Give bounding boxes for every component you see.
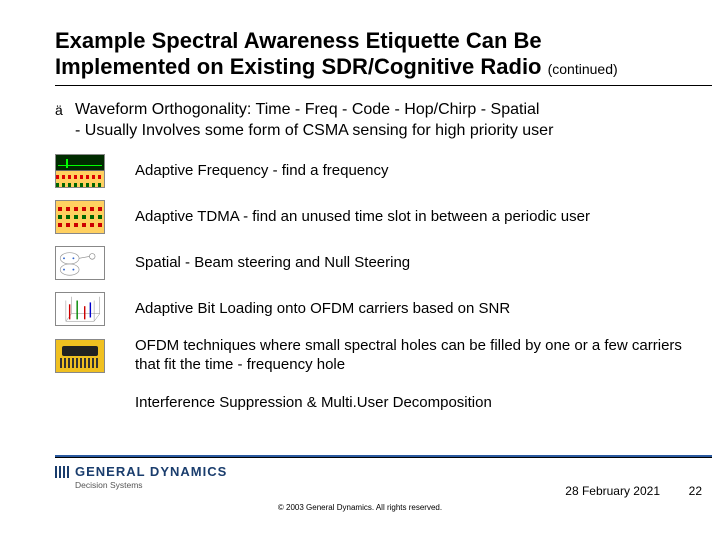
bullet-main: Waveform Orthogonality: Time - Freq - Co… <box>75 101 539 118</box>
slide: Example Spectral Awareness Etiquette Can… <box>0 0 720 540</box>
item-text: Adaptive Bit Loading onto OFDM carriers … <box>135 300 712 319</box>
bullet-sub: - Usually Involves some form of CSMA sen… <box>75 122 553 139</box>
thumb-spatial-beam-icon <box>55 246 105 280</box>
footer-rule <box>55 455 712 458</box>
item-text: Adaptive Frequency - find a frequency <box>135 162 712 181</box>
bullet-arrow-icon: ä <box>55 102 69 118</box>
list-item: Adaptive Bit Loading onto OFDM carriers … <box>55 291 712 327</box>
page-number: 22 <box>689 484 702 498</box>
logo-bars-icon <box>55 466 71 478</box>
title-continued: (continued) <box>548 61 618 77</box>
slide-title: Example Spectral Awareness Etiquette Can… <box>55 28 712 81</box>
list-item: Interference Suppression & Multi.User De… <box>55 385 712 421</box>
list-item: OFDM techniques where small spectral hol… <box>55 337 712 375</box>
item-text: OFDM techniques where small spectral hol… <box>135 337 712 375</box>
title-line1: Example Spectral Awareness Etiquette Can… <box>55 28 542 53</box>
list-item: Adaptive TDMA - find an unused time slot… <box>55 199 712 235</box>
item-text: Interference Suppression & Multi.User De… <box>135 394 712 413</box>
main-bullet: ä Waveform Orthogonality: Time - Freq - … <box>55 100 712 142</box>
footer-date: 28 February 2021 <box>565 484 660 498</box>
logo-main: GENERAL DYNAMICS <box>55 464 227 479</box>
item-text: Adaptive TDMA - find an unused time slot… <box>135 208 712 227</box>
thumb-ofdm-holes-icon <box>55 339 105 373</box>
thumb-adaptive-frequency-icon <box>55 154 105 188</box>
bullet-text: Waveform Orthogonality: Time - Freq - Co… <box>75 100 553 142</box>
list-item: Adaptive Frequency - find a frequency <box>55 153 712 189</box>
logo: GENERAL DYNAMICS Decision Systems <box>55 464 227 490</box>
logo-sub: Decision Systems <box>75 480 227 490</box>
copyright: © 2003 General Dynamics. All rights rese… <box>278 503 442 512</box>
thumb-bit-loading-icon <box>55 292 105 326</box>
logo-text: GENERAL DYNAMICS <box>75 464 227 479</box>
thumb-empty <box>55 386 105 420</box>
title-line2: Implemented on Existing SDR/Cognitive Ra… <box>55 54 548 79</box>
thumb-adaptive-tdma-icon <box>55 200 105 234</box>
item-text: Spatial - Beam steering and Null Steerin… <box>135 254 712 273</box>
title-rule <box>55 85 712 86</box>
list-item: Spatial - Beam steering and Null Steerin… <box>55 245 712 281</box>
item-list: Adaptive Frequency - find a frequency Ad… <box>55 153 712 421</box>
